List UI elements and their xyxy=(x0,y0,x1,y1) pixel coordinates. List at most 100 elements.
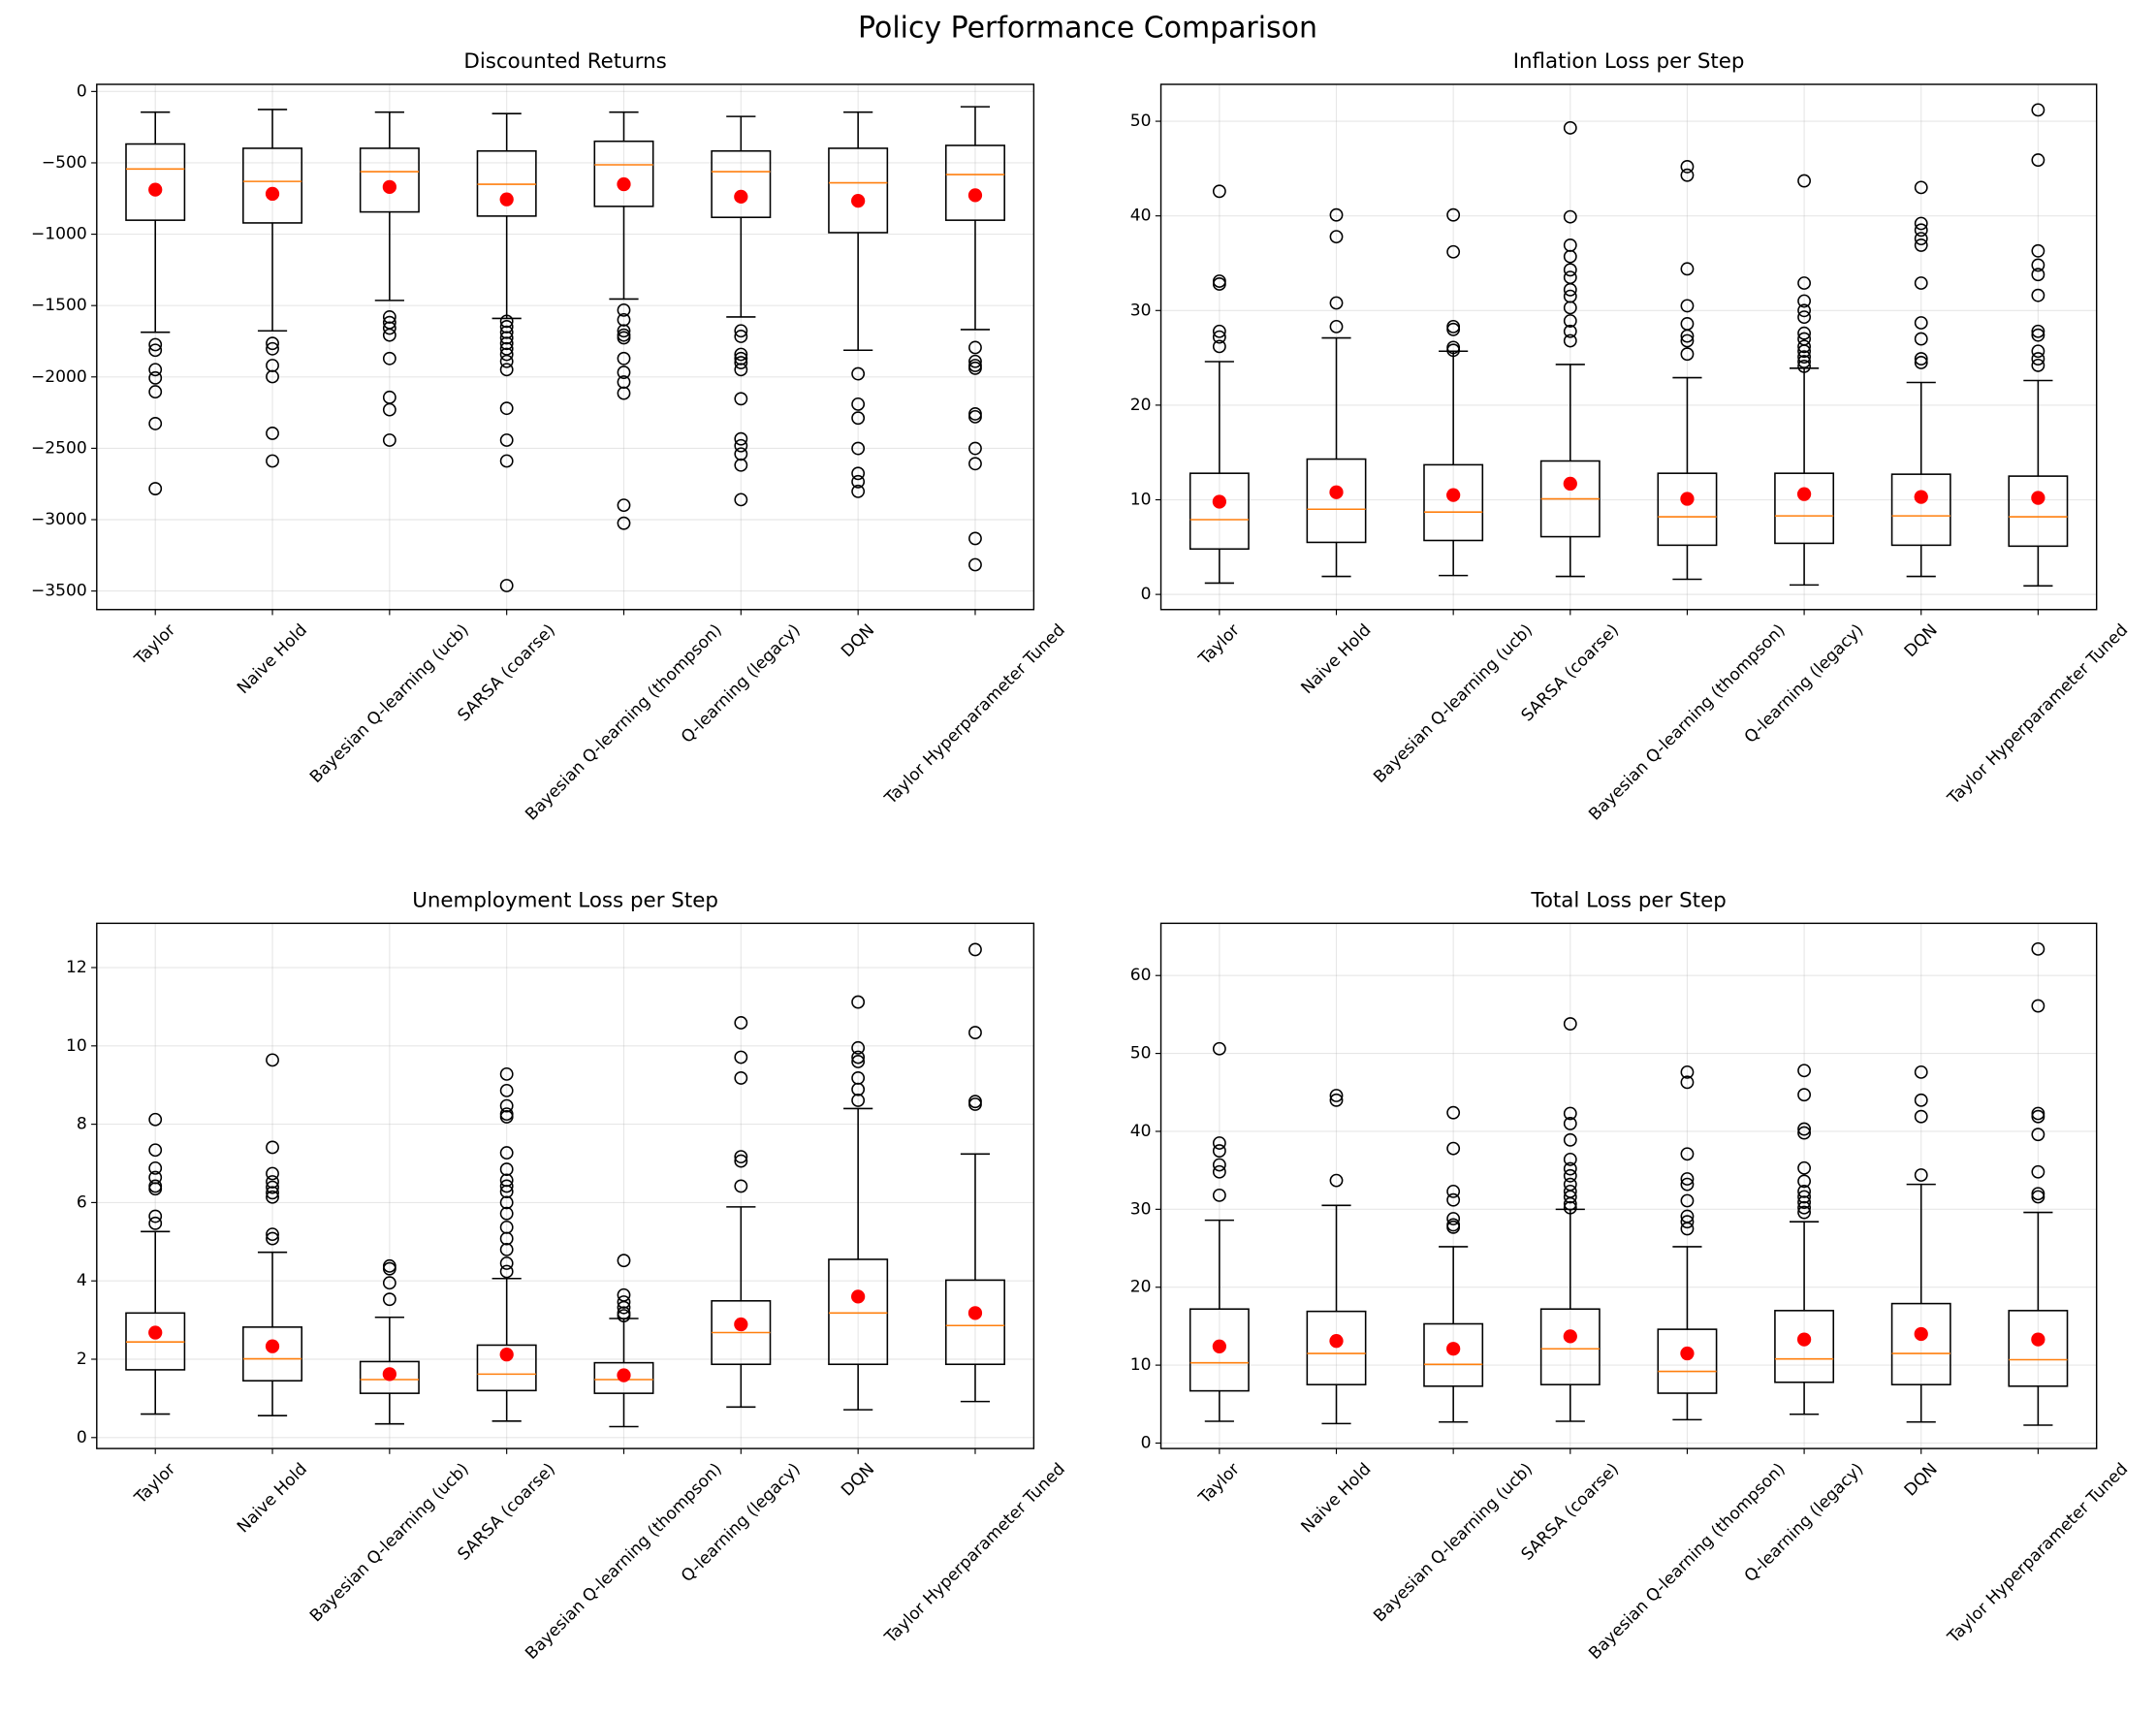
outlier xyxy=(2031,1164,2045,1179)
outlier xyxy=(1680,1065,1695,1079)
outlier xyxy=(1329,230,1344,244)
box-group xyxy=(1423,207,1484,577)
outlier xyxy=(1329,1173,1344,1188)
outlier xyxy=(266,1053,279,1067)
outlier xyxy=(1680,1075,1695,1090)
outlier xyxy=(499,1179,514,1193)
outlier xyxy=(734,458,748,472)
outlier xyxy=(1329,207,1344,222)
y-tick-label: 0 xyxy=(77,81,87,101)
outlier xyxy=(1797,355,1811,368)
outlier xyxy=(1446,1141,1461,1156)
mean-marker xyxy=(148,182,163,197)
outlier xyxy=(266,369,279,384)
outlier xyxy=(1446,244,1461,259)
outlier xyxy=(734,347,748,362)
y-tick-label: 4 xyxy=(77,1271,87,1290)
y-tick-label: 40 xyxy=(1130,1122,1152,1141)
outlier xyxy=(382,1276,396,1290)
box xyxy=(828,147,889,234)
outlier xyxy=(617,302,631,317)
outlier xyxy=(1329,1093,1344,1107)
outlier xyxy=(1212,1144,1226,1158)
y-tick-label: 6 xyxy=(77,1192,87,1212)
outlier xyxy=(734,438,748,453)
outlier xyxy=(851,484,866,498)
mean-marker xyxy=(1329,485,1344,499)
outlier xyxy=(1329,296,1344,310)
outlier xyxy=(1914,216,1928,231)
outlier xyxy=(1680,262,1695,276)
outlier xyxy=(1212,1158,1226,1172)
box-group xyxy=(828,995,889,1411)
mean-marker xyxy=(967,188,983,203)
outlier xyxy=(851,474,866,489)
outlier xyxy=(266,454,279,468)
outlier xyxy=(382,1292,396,1307)
outlier xyxy=(499,401,514,416)
y-tick-label: 0 xyxy=(1141,1433,1152,1452)
box-group xyxy=(944,942,1005,1403)
axes-frame xyxy=(96,922,1035,1449)
y-tick-label: −500 xyxy=(42,153,87,173)
outlier xyxy=(382,402,396,417)
outlier xyxy=(1797,339,1811,354)
outlier xyxy=(734,1154,748,1168)
outlier xyxy=(617,1300,631,1315)
mean-marker xyxy=(148,1325,163,1340)
box xyxy=(242,147,303,224)
outlier xyxy=(1797,1205,1811,1220)
outlier xyxy=(382,328,396,342)
mean-marker xyxy=(382,1367,396,1382)
axes-frame xyxy=(96,83,1035,611)
outlier xyxy=(1914,332,1928,346)
y-tick-label: 50 xyxy=(1130,1044,1152,1064)
outlier xyxy=(1914,180,1928,195)
box xyxy=(1539,1308,1601,1385)
outlier xyxy=(382,433,396,447)
outlier xyxy=(148,1112,163,1127)
box-group xyxy=(1539,1017,1601,1422)
mean-marker xyxy=(617,1368,631,1382)
box-group xyxy=(1657,1065,1718,1421)
box xyxy=(1189,472,1250,551)
outlier xyxy=(617,386,631,400)
outlier xyxy=(1680,160,1695,174)
outlier xyxy=(1914,352,1928,365)
outlier xyxy=(499,1066,514,1081)
outlier xyxy=(382,1261,396,1276)
box-group xyxy=(944,106,1005,572)
box-group xyxy=(711,1016,772,1409)
outlier xyxy=(266,341,279,356)
y-tick-label: 10 xyxy=(66,1036,87,1056)
outlier xyxy=(2031,288,2045,302)
outlier xyxy=(499,1162,514,1176)
outlier xyxy=(734,493,748,507)
outlier xyxy=(1446,322,1461,336)
outlier xyxy=(851,441,866,456)
box xyxy=(476,1344,537,1392)
outlier xyxy=(734,1179,748,1193)
outlier xyxy=(617,1295,631,1309)
box xyxy=(828,1258,889,1366)
box xyxy=(359,1360,420,1394)
outlier xyxy=(851,466,866,481)
outlier xyxy=(1797,276,1811,290)
outlier xyxy=(148,343,163,358)
outlier xyxy=(851,411,866,426)
box-group xyxy=(1890,1065,1951,1423)
outlier xyxy=(1563,282,1577,297)
box xyxy=(1657,472,1718,547)
outlier xyxy=(851,1055,866,1068)
outlier xyxy=(1212,1164,1226,1179)
outlier xyxy=(499,331,514,345)
outlier xyxy=(1914,232,1928,246)
outlier xyxy=(499,354,514,368)
outlier xyxy=(1797,1064,1811,1078)
box xyxy=(1774,472,1835,545)
outlier xyxy=(2031,358,2045,372)
y-tick-label: 8 xyxy=(77,1115,87,1134)
outlier xyxy=(2031,1109,2045,1124)
outlier xyxy=(617,324,631,338)
outlier xyxy=(148,1209,163,1223)
